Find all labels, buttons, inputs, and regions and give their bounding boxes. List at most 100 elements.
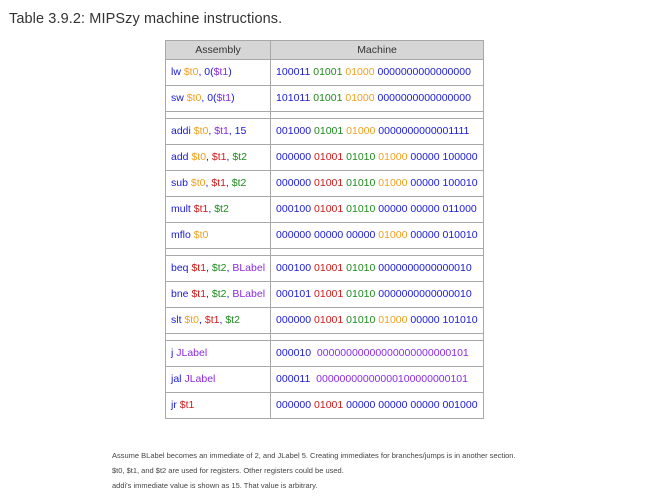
table-row: sub $t0, $t1, $t2 000000 01001 01010 0100… (164, 170, 485, 197)
token: sub (171, 177, 191, 189)
token: 01010 (346, 203, 379, 215)
token: 01010 (346, 314, 379, 326)
table-row: jal JLabel 000011 00000000000000100000000… (164, 366, 485, 393)
token: 010010 (442, 229, 478, 241)
token: JLabel (184, 373, 216, 385)
token: $t2 (214, 203, 229, 215)
token: j (171, 347, 177, 359)
token: 01001 (314, 288, 347, 300)
group-separator-row (164, 111, 485, 119)
assembly-cell: j JLabel (164, 340, 272, 367)
token: add (171, 151, 192, 163)
token: 000101 (276, 288, 315, 300)
token: mult (171, 203, 194, 215)
token: 00000 (410, 151, 443, 163)
separator-cell (164, 248, 272, 256)
token: 01001 (313, 66, 346, 78)
token: $t0 (193, 229, 209, 241)
token: 01001 (314, 177, 347, 189)
token: 00000 00000 (378, 203, 443, 215)
separator-cell (164, 111, 272, 119)
table-row: beq $t1, $t2, BLabel 000100 01001 01010 0… (164, 255, 485, 282)
token: 01001 (313, 92, 346, 104)
token: ) (231, 92, 235, 104)
token: 0000000000000000 (377, 66, 471, 78)
token: 000000 (276, 399, 315, 411)
token: slt (171, 314, 185, 326)
table-row: slt $t0, $t1, $t2 000000 01001 01010 0100… (164, 307, 485, 334)
machine-cell: 000100 01001 01010 0000000000000010 (270, 255, 485, 282)
machine-cell: 100011 01001 01000 0000000000000000 (270, 59, 485, 86)
token: 101010 (442, 314, 478, 326)
table-body: lw $t0, 0($t1) 100011 01001 01000 0000000… (164, 59, 485, 419)
machine-cell: 000010 00000000000000000000000101 (270, 340, 485, 367)
machine-cell: 000101 01001 01010 0000000000000010 (270, 281, 485, 308)
token: 000010 (276, 347, 315, 359)
assembly-cell: slt $t0, $t1, $t2 (164, 307, 272, 334)
machine-cell: 000011 00000000000000100000000101 (270, 366, 485, 393)
token: JLabel (176, 347, 208, 359)
token: 00000 00000 00000 (346, 399, 443, 411)
token: ) (228, 66, 232, 78)
token: $t1 (191, 262, 207, 274)
token: 0000000000000010 (378, 288, 472, 300)
group-separator-row (164, 248, 485, 256)
token: $t1 (214, 125, 229, 137)
token: $t1 (193, 203, 209, 215)
token: $t0 (186, 92, 202, 104)
token: , (208, 125, 215, 137)
token: bne (171, 288, 192, 300)
assembly-cell: sw $t0, 0($t1) (164, 85, 272, 112)
token: , (199, 314, 205, 326)
token: 01001 (314, 125, 347, 137)
token: 000000 (276, 229, 315, 241)
token: 101011 (276, 92, 314, 104)
token: $t1 (191, 288, 207, 300)
token: 01010 (346, 288, 379, 300)
table-row: add $t0, $t1, $t2 000000 01001 01010 0100… (164, 144, 485, 171)
token: , (205, 177, 212, 189)
token: $t1 (216, 92, 232, 104)
token: 00000 (410, 177, 443, 189)
token: $t0 (183, 66, 199, 78)
token: 01001 (314, 262, 347, 274)
token: , (219, 314, 226, 326)
table-row: sw $t0, 0($t1) 101011 01001 01000 0000000… (164, 85, 485, 112)
machine-cell: 101011 01001 01000 0000000000000000 (270, 85, 485, 112)
machine-cell: 001000 01001 01000 0000000000001111 (270, 118, 485, 145)
token: $t2 (211, 288, 227, 300)
token: 01010 (346, 177, 379, 189)
group-separator-row (164, 333, 485, 341)
token: 000011 (276, 373, 314, 385)
token: , (208, 203, 215, 215)
token: 00000000000000100000000101 (313, 373, 468, 385)
note-line: Assume BLabel becomes an immediate of 2,… (112, 451, 516, 460)
table-caption: Table 3.9.2: MIPSzy machine instructions… (9, 11, 283, 27)
token: mflo (171, 229, 194, 241)
assembly-cell: mflo $t0 (164, 222, 272, 249)
token: $t2 (232, 151, 247, 163)
separator-cell (270, 248, 485, 256)
token: $t1 (204, 314, 220, 326)
token: 01001 (314, 399, 347, 411)
separator-cell (270, 333, 485, 341)
token: $t0 (184, 314, 200, 326)
token: addi (171, 125, 194, 137)
assembly-column-header: Assembly (164, 40, 272, 60)
token: , (226, 151, 233, 163)
assembly-cell: jal JLabel (164, 366, 272, 393)
token: , 0( (201, 92, 217, 104)
assembly-cell: mult $t1, $t2 (164, 196, 272, 223)
token: 001000 (276, 125, 315, 137)
token: 100010 (442, 177, 478, 189)
assembly-cell: addi $t0, $t1, 15 (164, 118, 272, 145)
token: $t1 (179, 399, 195, 411)
token: $t1 (211, 151, 227, 163)
token: 01000 (345, 66, 378, 78)
token: $t2 (231, 177, 247, 189)
token: BLabel (232, 262, 266, 274)
token: jr (171, 399, 180, 411)
assembly-cell: jr $t1 (164, 392, 272, 419)
token: , (206, 262, 212, 274)
table-row: mflo $t0 000000 00000 00000 01000 00000 0… (164, 222, 485, 249)
